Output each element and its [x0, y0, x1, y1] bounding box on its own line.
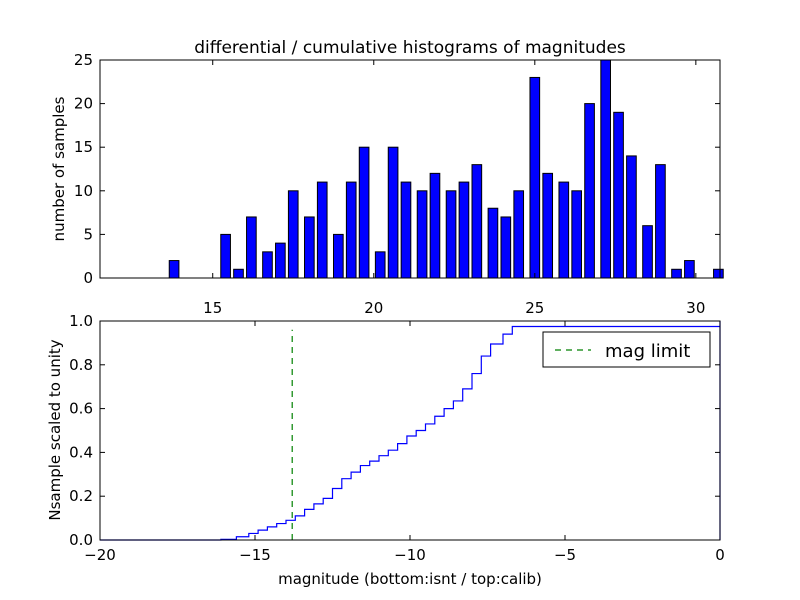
histogram-bar [246, 216, 257, 279]
bottom-x-tick-label: −15 [239, 546, 271, 564]
cumulative-step-line [100, 321, 721, 541]
top-y-tick-label: 25 [74, 51, 93, 69]
histogram-bar [600, 59, 611, 279]
histogram-bar [374, 251, 386, 279]
bottom-x-tick-label: 0 [715, 546, 725, 564]
top-y-axis: 0 5 10 15 20 25 [74, 51, 720, 287]
histogram-bar [684, 260, 695, 279]
histogram-bar [445, 190, 457, 279]
top-y-tick-label: 5 [83, 225, 93, 243]
top-y-tick-label: 0 [83, 269, 93, 287]
bottom-plot: −20 −15 −10 −5 0 0.0 0.2 0.4 0.6 0.8 1.0 Nsample … [46, 312, 725, 588]
top-y-tick-label: 10 [74, 182, 93, 200]
histogram-bar [529, 76, 541, 279]
histogram-bar [168, 260, 180, 279]
histogram-bar [671, 268, 682, 279]
bottom-y-tick-label: 0.6 [69, 400, 93, 418]
histogram-bar [333, 233, 344, 279]
histogram-bar [571, 190, 583, 279]
bottom-y-tick-label: 0.4 [69, 443, 93, 461]
cumulative-line [100, 321, 721, 541]
top-y-tick-label: 15 [74, 138, 93, 156]
histogram-bar [316, 181, 328, 279]
histogram-bars [168, 59, 724, 279]
bottom-y-tick-label: 1.0 [69, 312, 93, 330]
histogram-bar [713, 268, 724, 279]
histogram-bar [584, 103, 595, 279]
histogram-bar [220, 233, 231, 279]
bottom-y-axis: 0.0 0.2 0.4 0.6 0.8 1.0 [69, 312, 720, 549]
histogram-bar [642, 225, 653, 279]
bottom-x-axis: −20 −15 −10 −5 0 [84, 321, 725, 564]
bottom-x-tick-label: −20 [84, 546, 116, 564]
histogram-bar [458, 181, 470, 279]
histogram-bar [358, 146, 370, 279]
top-x-tick-label: 25 [525, 299, 544, 317]
top-x-axis: 15 20 25 30 [203, 60, 705, 317]
top-x-tick-label: 20 [364, 299, 383, 317]
histogram-bar [513, 190, 525, 279]
histogram-bar [487, 207, 499, 279]
histogram-bar [429, 172, 441, 279]
histogram-bar [262, 251, 273, 279]
top-y-tick-label: 20 [74, 95, 93, 113]
top-x-tick-label: 30 [686, 299, 705, 317]
bottom-x-tick-label: −5 [554, 546, 576, 564]
top-x-tick-label: 15 [203, 299, 222, 317]
histogram-bar [416, 190, 428, 279]
histogram-bar [287, 190, 299, 279]
bottom-x-label: magnitude (bottom:isnt / top:calib) [278, 570, 542, 588]
chart-title: differential / cumulative histograms of … [194, 38, 626, 58]
histogram-bar [275, 242, 286, 279]
histogram-bar [471, 164, 483, 279]
bottom-y-label: Nsample scaled to unity [46, 339, 64, 520]
histogram-bar [233, 268, 244, 279]
histogram-bar [542, 172, 554, 279]
top-plot: 15 20 25 30 0 5 10 15 20 25 number of samples [50, 51, 724, 317]
histogram-bar [500, 216, 512, 279]
histogram-bar [655, 164, 666, 279]
histogram-bar [400, 181, 412, 279]
bottom-plot-frame [99, 320, 721, 541]
histogram-bar [558, 181, 570, 279]
histogram-bar [626, 155, 637, 279]
top-y-label: number of samples [50, 96, 68, 241]
histogram-bar [304, 216, 315, 279]
legend: mag limit [542, 331, 711, 368]
legend-label: mag limit [605, 341, 690, 362]
bottom-y-tick-label: 0.8 [69, 356, 93, 374]
histogram-bar [345, 181, 357, 279]
bottom-y-tick-label: 0.0 [69, 531, 93, 549]
top-plot-frame [99, 59, 721, 279]
bottom-y-tick-label: 0.2 [69, 487, 93, 505]
histogram-bar [613, 111, 624, 279]
histogram-bar [387, 146, 399, 279]
bottom-x-tick-label: −10 [394, 546, 426, 564]
